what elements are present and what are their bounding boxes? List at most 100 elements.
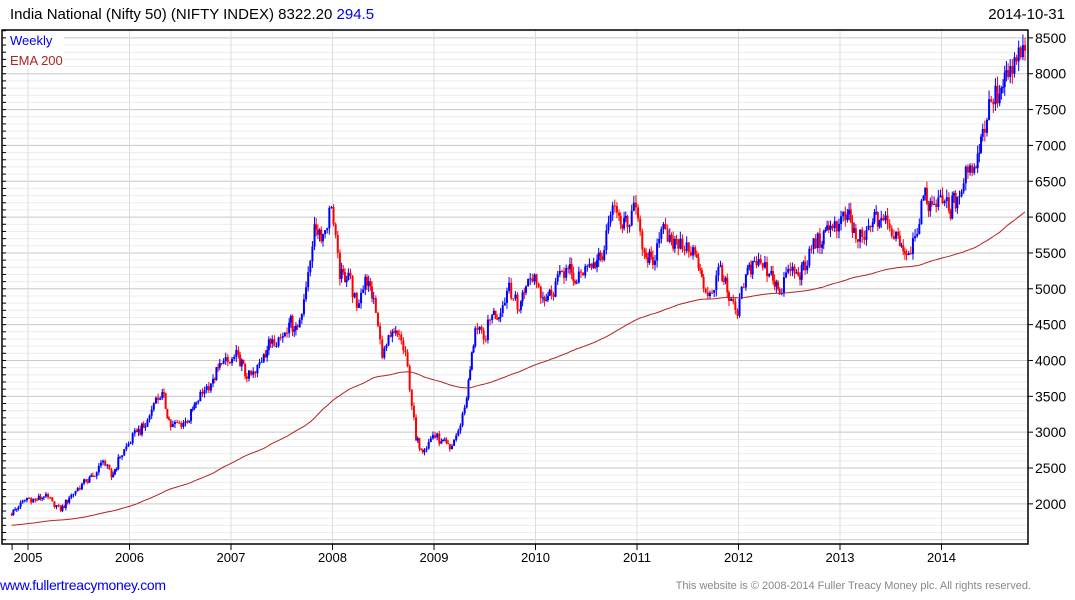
candle-body (1015, 57, 1018, 62)
candle-body (646, 257, 649, 263)
candle-body (971, 165, 974, 173)
candle-body (851, 222, 854, 233)
candle-body (144, 426, 147, 428)
candle-body (47, 494, 50, 498)
candle-body (570, 263, 573, 273)
candle-body (812, 238, 815, 249)
candle-body (455, 435, 458, 440)
candle-body (818, 233, 821, 248)
candle-body (93, 476, 96, 478)
candle-body (66, 499, 69, 503)
candle-body (55, 505, 58, 507)
candle-body (719, 265, 722, 267)
chart-date: 2014-10-31 (988, 6, 1065, 23)
candle-body (956, 197, 959, 209)
candle-body (653, 260, 656, 265)
plot-border (1, 29, 1029, 545)
candle-body (315, 224, 318, 230)
candle-body (827, 225, 830, 231)
candle-body (421, 449, 424, 453)
candle-body (637, 207, 640, 219)
candles (10, 34, 1027, 517)
x-tick-label: 2008 (318, 550, 347, 565)
candle-body (244, 363, 247, 377)
x-tick-label: 2014 (927, 550, 956, 565)
candle-body (448, 444, 451, 450)
candle-body (117, 457, 120, 470)
candle-body (512, 298, 515, 300)
candle-body (702, 276, 705, 289)
candle-body (425, 448, 428, 450)
candle-body (854, 228, 857, 240)
candle-body (201, 391, 204, 394)
candle-body (396, 330, 399, 334)
y-tick-label: 6000 (1035, 209, 1066, 225)
candle-body (933, 203, 936, 205)
candle-body (264, 354, 267, 358)
candle-body (159, 398, 162, 400)
candle-body (374, 298, 377, 313)
candle-body (342, 269, 345, 273)
candle-body (861, 229, 864, 237)
candle-body (890, 228, 893, 237)
candle-body (543, 297, 546, 301)
candle-body (360, 292, 363, 304)
candle-body (213, 378, 216, 380)
candle-body (935, 203, 938, 207)
candle-body (535, 274, 538, 284)
candle-body (865, 229, 868, 240)
candle-body (215, 367, 218, 380)
candle-body (568, 263, 571, 269)
candle-body (501, 305, 504, 314)
legend-background (6, 31, 64, 69)
candle-body (560, 270, 563, 272)
candle-body (722, 280, 725, 282)
candle-body (969, 165, 972, 173)
candle-body (37, 495, 40, 500)
candle-body (357, 303, 360, 308)
y-tick-label: 4000 (1035, 352, 1066, 368)
candle-body (445, 439, 448, 444)
candle-body (188, 420, 191, 422)
candle-body (875, 211, 878, 213)
y-tick-label: 7500 (1035, 102, 1066, 118)
candle-body (199, 391, 202, 402)
candle-body (64, 499, 67, 509)
candle-body (1003, 72, 1006, 88)
candle-body (795, 272, 798, 274)
candle-body (848, 209, 851, 215)
candle-body (886, 215, 889, 224)
candle-body (497, 317, 500, 320)
candle-body (41, 497, 44, 499)
candle-body (773, 280, 776, 287)
legend-label: Weekly (10, 33, 53, 48)
candle-body (677, 239, 680, 249)
candle-body (648, 251, 651, 263)
candle-body (318, 229, 321, 235)
candle-body (973, 167, 976, 173)
candle-body (32, 498, 35, 503)
candle-body (416, 438, 419, 441)
candle-body (260, 361, 263, 363)
candle-body (656, 243, 659, 261)
candle-body (558, 270, 561, 275)
candle-body (951, 195, 954, 219)
candle-body (431, 435, 434, 439)
candle-body (675, 239, 678, 241)
website-link[interactable]: www.fullertreacymoney.com (0, 577, 166, 593)
candle-body (679, 238, 682, 249)
candle-body (110, 469, 113, 478)
candle-body (30, 498, 33, 503)
candle-body (816, 233, 819, 249)
candle-body (746, 267, 749, 275)
candle-body (226, 357, 229, 363)
candle-body (941, 195, 944, 204)
candle-body (293, 329, 296, 332)
candle-body (763, 262, 766, 268)
candle-body (365, 276, 368, 286)
candle-body (222, 361, 225, 364)
candle-body (95, 472, 98, 477)
candle-body (992, 101, 995, 105)
candle-body (457, 430, 460, 436)
candle-body (190, 409, 193, 421)
